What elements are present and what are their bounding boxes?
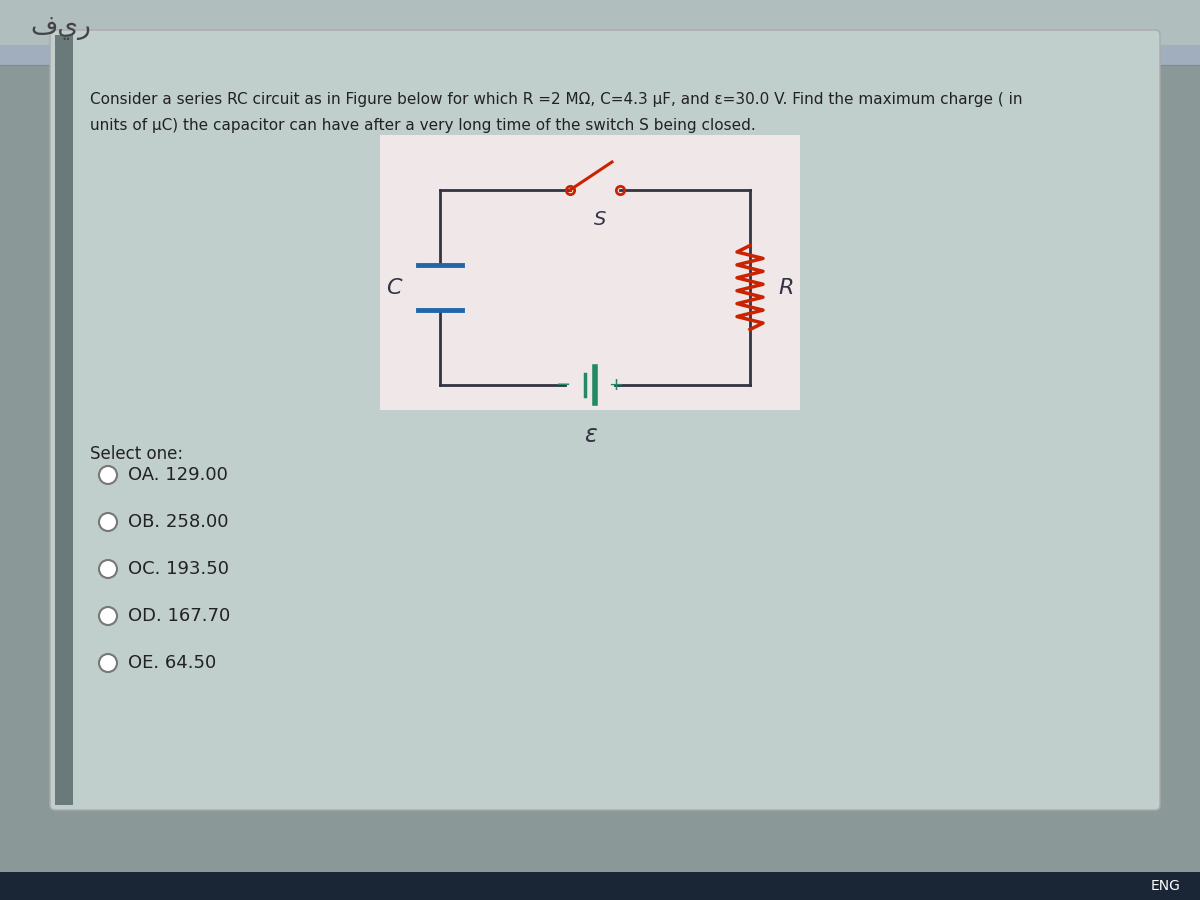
Text: OB. 258.00: OB. 258.00 [128,513,228,531]
FancyBboxPatch shape [50,30,1160,810]
Text: OE. 64.50: OE. 64.50 [128,654,216,672]
Text: R: R [778,277,793,298]
Bar [0,0,1200,45]
Text: OC. 193.50: OC. 193.50 [128,560,229,578]
Text: OA. 129.00: OA. 129.00 [128,466,228,484]
Text: ENG: ENG [1150,879,1180,893]
Bar [0,45,1200,65]
Bar [55,35,73,805]
Text: C: C [386,277,402,298]
Text: Consider a series RC circuit as in Figure below for which R =2 MΩ, C=4.3 μF, and: Consider a series RC circuit as in Figur… [90,92,1022,107]
Text: فير: فير [30,14,91,40]
Text: Select one:: Select one: [90,445,184,463]
Circle shape [98,513,118,531]
Text: +: + [608,376,623,394]
Text: S: S [594,210,606,229]
Circle shape [98,654,118,672]
Circle shape [98,560,118,578]
Text: −: − [554,376,570,394]
Text: ε: ε [583,423,596,447]
Text: units of μC) the capacitor can have after a very long time of the switch S being: units of μC) the capacitor can have afte… [90,118,756,133]
Text: OD. 167.70: OD. 167.70 [128,607,230,625]
Circle shape [98,607,118,625]
Bar [0,872,1200,900]
Bar [380,135,800,410]
Circle shape [98,466,118,484]
